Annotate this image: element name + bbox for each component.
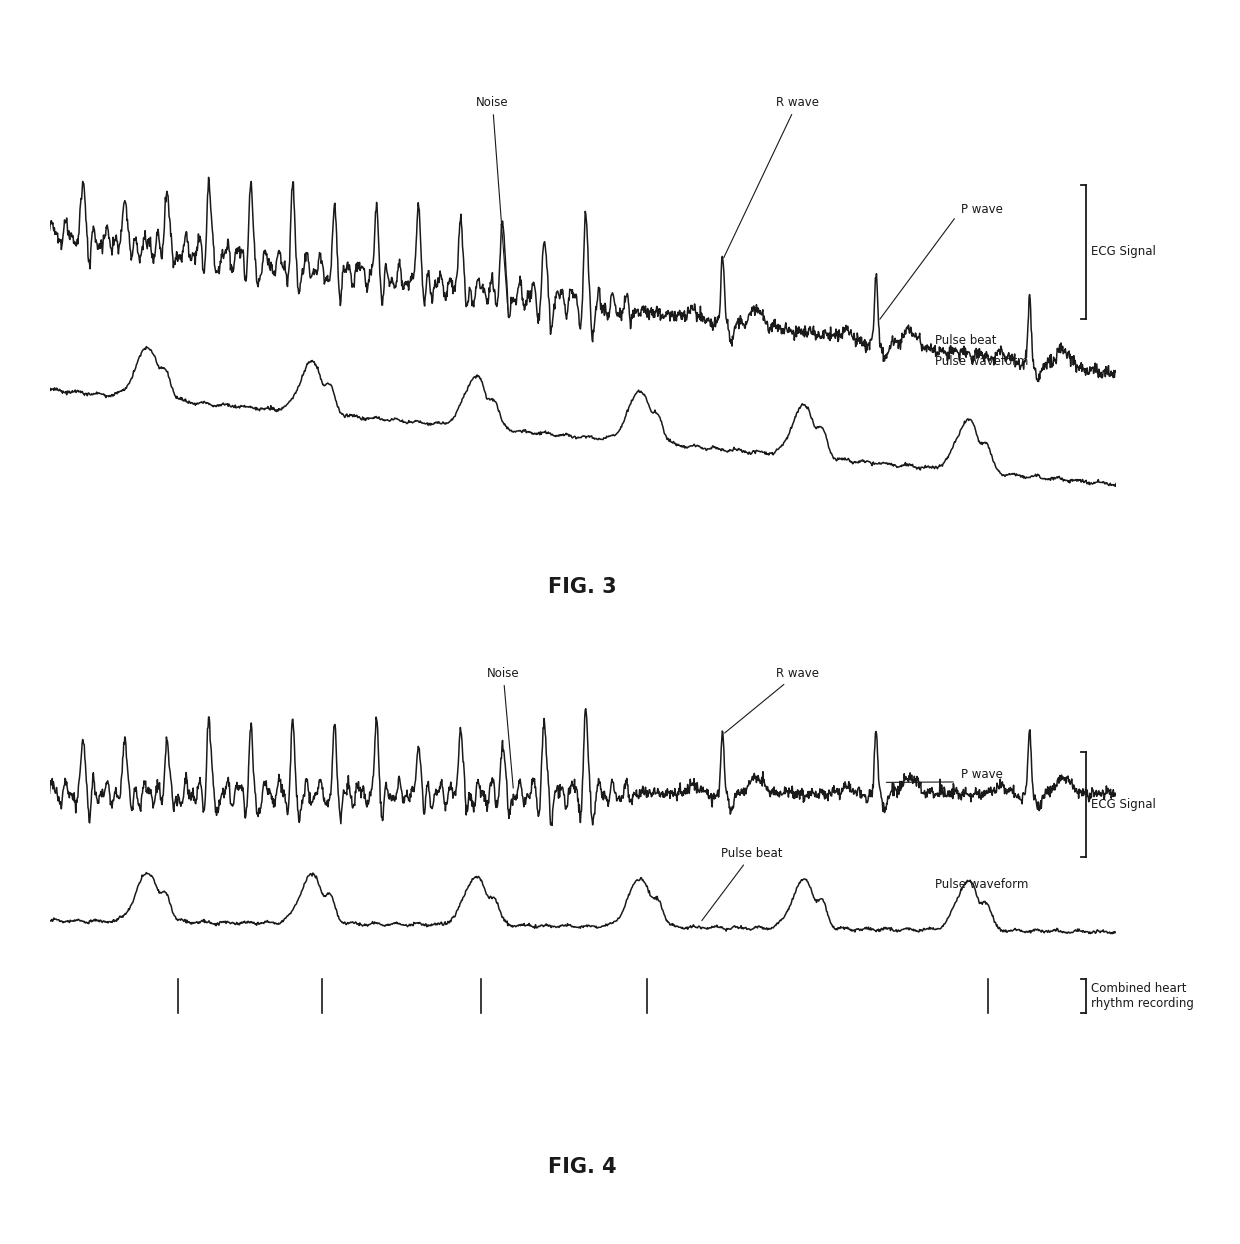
Text: Pulse waveform: Pulse waveform <box>935 355 1028 367</box>
Text: Pulse beat: Pulse beat <box>935 335 996 347</box>
Text: ECG Signal: ECG Signal <box>1091 245 1157 259</box>
Text: FIG. 4: FIG. 4 <box>548 1157 618 1177</box>
Text: ECG Signal: ECG Signal <box>1091 797 1157 811</box>
Text: FIG. 3: FIG. 3 <box>548 577 618 597</box>
Text: Noise: Noise <box>476 96 508 310</box>
Text: Noise: Noise <box>487 667 520 789</box>
Text: Pulse beat: Pulse beat <box>702 847 782 921</box>
Text: R wave: R wave <box>724 96 818 258</box>
Text: P wave: P wave <box>961 203 1003 215</box>
Text: Combined heart
rhythm recording: Combined heart rhythm recording <box>1091 982 1194 1010</box>
Text: R wave: R wave <box>724 667 818 733</box>
Text: P wave: P wave <box>961 769 1003 781</box>
Text: Pulse waveform: Pulse waveform <box>935 878 1028 892</box>
